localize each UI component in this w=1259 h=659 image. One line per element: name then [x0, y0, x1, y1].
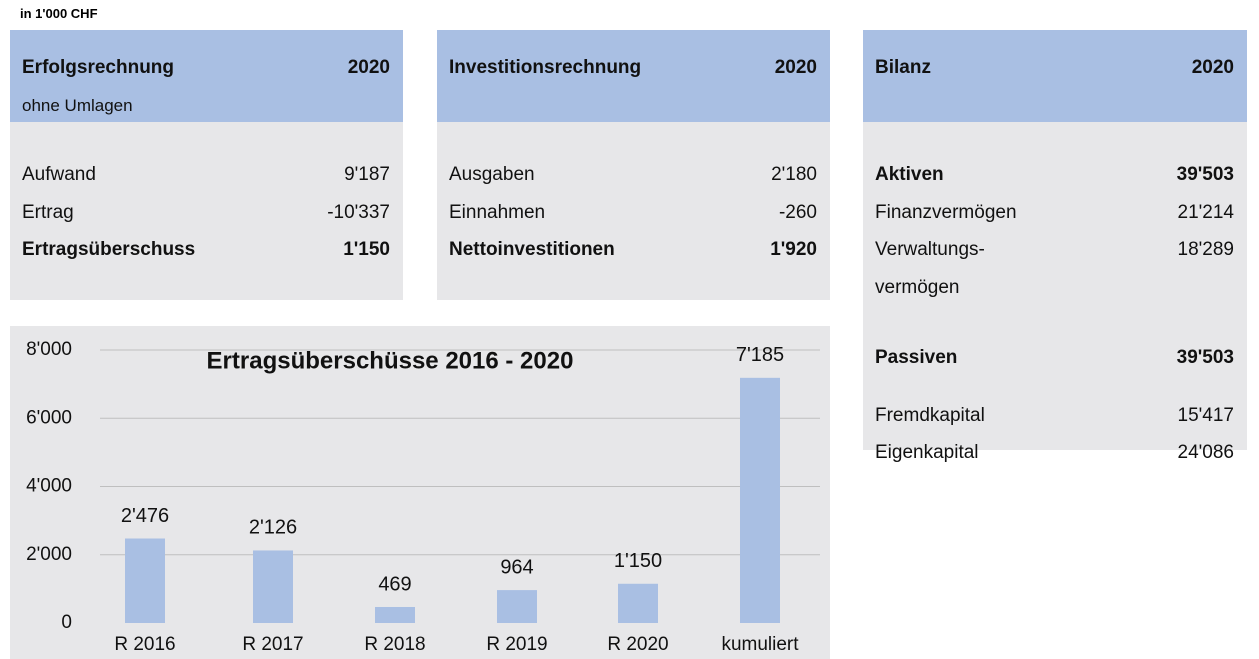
table-header — [10, 30, 403, 122]
bar — [125, 538, 165, 623]
row-value: 18'289 — [1177, 239, 1234, 260]
row-label: Finanzvermögen — [875, 202, 1017, 223]
table-year: 2020 — [347, 57, 390, 78]
unit-note: in 1'000 CHF — [20, 6, 98, 21]
row-value: 1'150 — [343, 239, 390, 260]
value-label: 7'185 — [736, 344, 784, 366]
bar — [497, 590, 537, 623]
table-subtitle: ohne Umlagen — [22, 96, 133, 115]
table-title: Investitionsrechnung — [449, 57, 642, 78]
row-value: 39'503 — [1176, 347, 1234, 368]
row-label: Fremdkapital — [875, 405, 985, 426]
value-label: 1'150 — [614, 550, 662, 572]
bar — [618, 583, 658, 623]
value-label: 2'476 — [121, 505, 169, 527]
x-tick-label: R 2016 — [114, 634, 175, 655]
x-tick-label: R 2018 — [364, 634, 425, 655]
row-label: Aufwand — [22, 164, 96, 185]
row-label: Nettoinvestitionen — [449, 239, 615, 260]
row-value: -10'337 — [327, 202, 390, 223]
row-label: Verwaltungs- vermögen — [875, 239, 985, 298]
y-tick-label: 4'000 — [26, 476, 72, 497]
row-label: Ausgaben — [449, 164, 535, 185]
row-value: 15'417 — [1177, 405, 1234, 426]
row-value: 2'180 — [771, 164, 817, 185]
y-tick-label: 8'000 — [26, 339, 72, 360]
chart-title: Ertragsüberschüsse 2016 - 2020 — [207, 347, 574, 374]
x-tick-label: R 2017 — [242, 634, 303, 655]
value-label: 964 — [500, 556, 533, 578]
bar — [375, 606, 415, 623]
row-value: 39'503 — [1176, 164, 1234, 185]
table-body — [437, 122, 830, 300]
row-value: 9'187 — [344, 164, 390, 185]
row-value: 21'214 — [1177, 202, 1234, 223]
table-title: Bilanz — [875, 57, 931, 78]
table-header — [863, 30, 1247, 122]
table-body — [863, 122, 1247, 450]
row-value: 1'920 — [770, 239, 817, 260]
x-tick-label: R 2019 — [486, 634, 547, 655]
row-label: Aktiven — [875, 164, 944, 185]
row-value: 24'086 — [1177, 442, 1234, 463]
row-label: Passiven — [875, 347, 958, 368]
table-header — [437, 30, 830, 122]
y-tick-label: 6'000 — [26, 407, 72, 428]
value-label: 469 — [378, 573, 411, 595]
x-tick-label: kumuliert — [721, 634, 799, 655]
table-year: 2020 — [1191, 57, 1234, 78]
table-year: 2020 — [774, 57, 817, 78]
bar — [253, 550, 293, 623]
row-label: Eigenkapital — [875, 442, 979, 463]
row-value: -260 — [778, 202, 817, 223]
value-label: 2'126 — [249, 517, 297, 539]
row-label: Einnahmen — [449, 202, 546, 223]
bar — [740, 377, 780, 623]
y-tick-label: 2'000 — [26, 544, 72, 565]
table-body — [10, 122, 403, 300]
x-tick-label: R 2020 — [607, 634, 668, 655]
y-tick-label: 0 — [61, 612, 72, 633]
row-label: Ertragsüberschuss — [22, 239, 196, 260]
table-title: Erfolgsrechnung — [22, 57, 175, 78]
row-label: Ertrag — [22, 202, 74, 223]
